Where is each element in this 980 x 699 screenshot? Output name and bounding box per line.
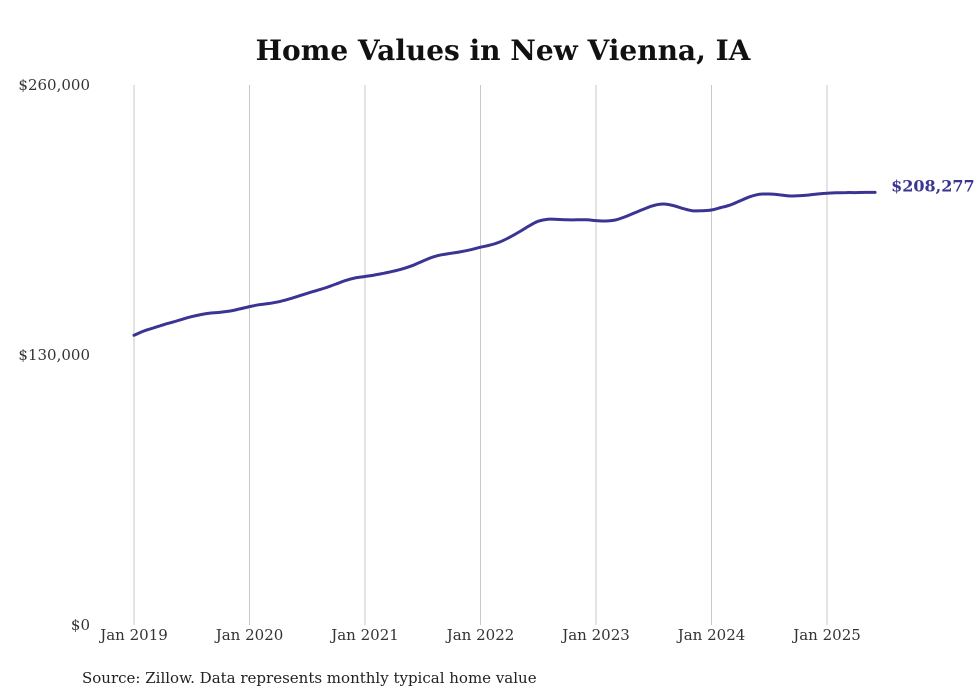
x-tick-label: Jan 2024: [676, 626, 746, 644]
x-tick-label: Jan 2020: [214, 626, 284, 644]
x-axis-ticks: Jan 2019 Jan 2020 Jan 2021 Jan 2022 Jan 2023…: [98, 626, 861, 644]
x-tick-label: Jan 2025: [791, 626, 861, 644]
y-axis-ticks: $0 $130,000 $260,000: [18, 76, 90, 634]
y-tick-label: $0: [71, 616, 90, 634]
gridlines: [133, 85, 828, 625]
chart-title: Home Values in New Vienna, IA: [256, 34, 752, 67]
x-tick-label: Jan 2021: [329, 626, 399, 644]
x-tick-label: Jan 2019: [98, 626, 168, 644]
x-tick-label: Jan 2023: [560, 626, 630, 644]
home-value-line: [132, 190, 877, 337]
source-note: Source: Zillow. Data represents monthly …: [82, 669, 537, 687]
end-value-label: $208,277: [891, 176, 975, 195]
y-tick-label: $260,000: [18, 76, 90, 94]
x-tick-label: Jan 2022: [445, 626, 515, 644]
y-tick-label: $130,000: [18, 346, 90, 364]
